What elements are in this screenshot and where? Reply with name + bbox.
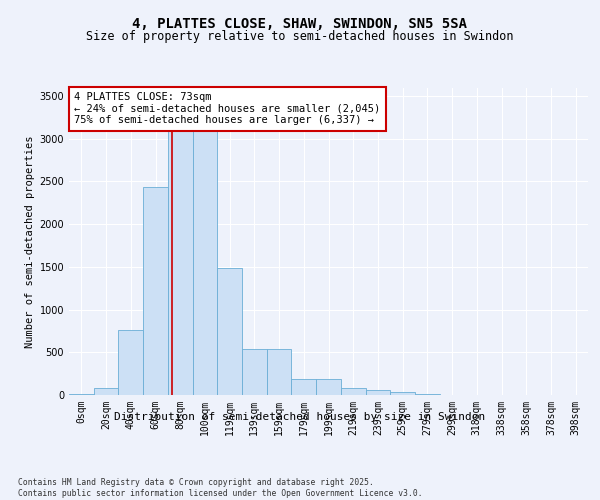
Text: Distribution of semi-detached houses by size in Swindon: Distribution of semi-detached houses by … [115, 412, 485, 422]
Bar [69, 394, 94, 395]
Y-axis label: Number of semi-detached properties: Number of semi-detached properties [25, 135, 35, 348]
Bar [292, 379, 316, 395]
Bar [217, 268, 242, 395]
Bar [267, 349, 292, 395]
Bar [118, 330, 143, 395]
Bar [341, 388, 365, 395]
Bar [168, 116, 193, 395]
Text: 4 PLATTES CLOSE: 73sqm
← 24% of semi-detached houses are smaller (2,045)
75% of : 4 PLATTES CLOSE: 73sqm ← 24% of semi-det… [74, 92, 380, 126]
Text: 4, PLATTES CLOSE, SHAW, SWINDON, SN5 5SA: 4, PLATTES CLOSE, SHAW, SWINDON, SN5 5SA [133, 18, 467, 32]
Bar [365, 390, 390, 395]
Bar [316, 379, 341, 395]
Bar [94, 388, 118, 395]
Text: Contains HM Land Registry data © Crown copyright and database right 2025.
Contai: Contains HM Land Registry data © Crown c… [18, 478, 422, 498]
Text: Size of property relative to semi-detached houses in Swindon: Size of property relative to semi-detach… [86, 30, 514, 43]
Bar [193, 116, 217, 395]
Bar [242, 349, 267, 395]
Bar [415, 394, 440, 395]
Bar [390, 392, 415, 395]
Bar [143, 186, 168, 395]
